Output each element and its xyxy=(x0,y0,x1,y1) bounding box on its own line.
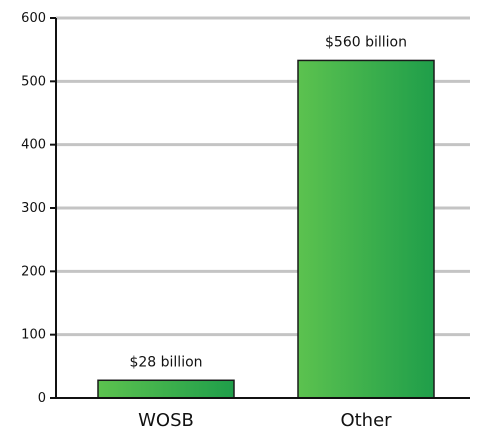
x-tick-label-wosb: WOSB xyxy=(138,410,194,431)
bars xyxy=(97,59,435,399)
bar-wosb xyxy=(97,379,235,399)
axes xyxy=(50,17,470,399)
y-tick-label-600: 600 xyxy=(21,11,46,26)
data-label-wosb: $28 billion xyxy=(129,354,202,370)
y-tick-label-500: 500 xyxy=(21,74,46,89)
y-tick-label-300: 300 xyxy=(21,201,46,216)
bar-other xyxy=(297,59,435,399)
labels: $28 billion WOSB $560 billion Other 0 100 200 3… xyxy=(21,11,407,431)
y-tick-label-0: 0 xyxy=(38,391,46,406)
data-label-other: $560 billion xyxy=(325,34,407,50)
x-tick-label-other: Other xyxy=(340,410,392,431)
y-tick-label-400: 400 xyxy=(21,138,46,153)
y-tick-label-100: 100 xyxy=(21,328,46,343)
y-tick-label-200: 200 xyxy=(21,264,46,279)
